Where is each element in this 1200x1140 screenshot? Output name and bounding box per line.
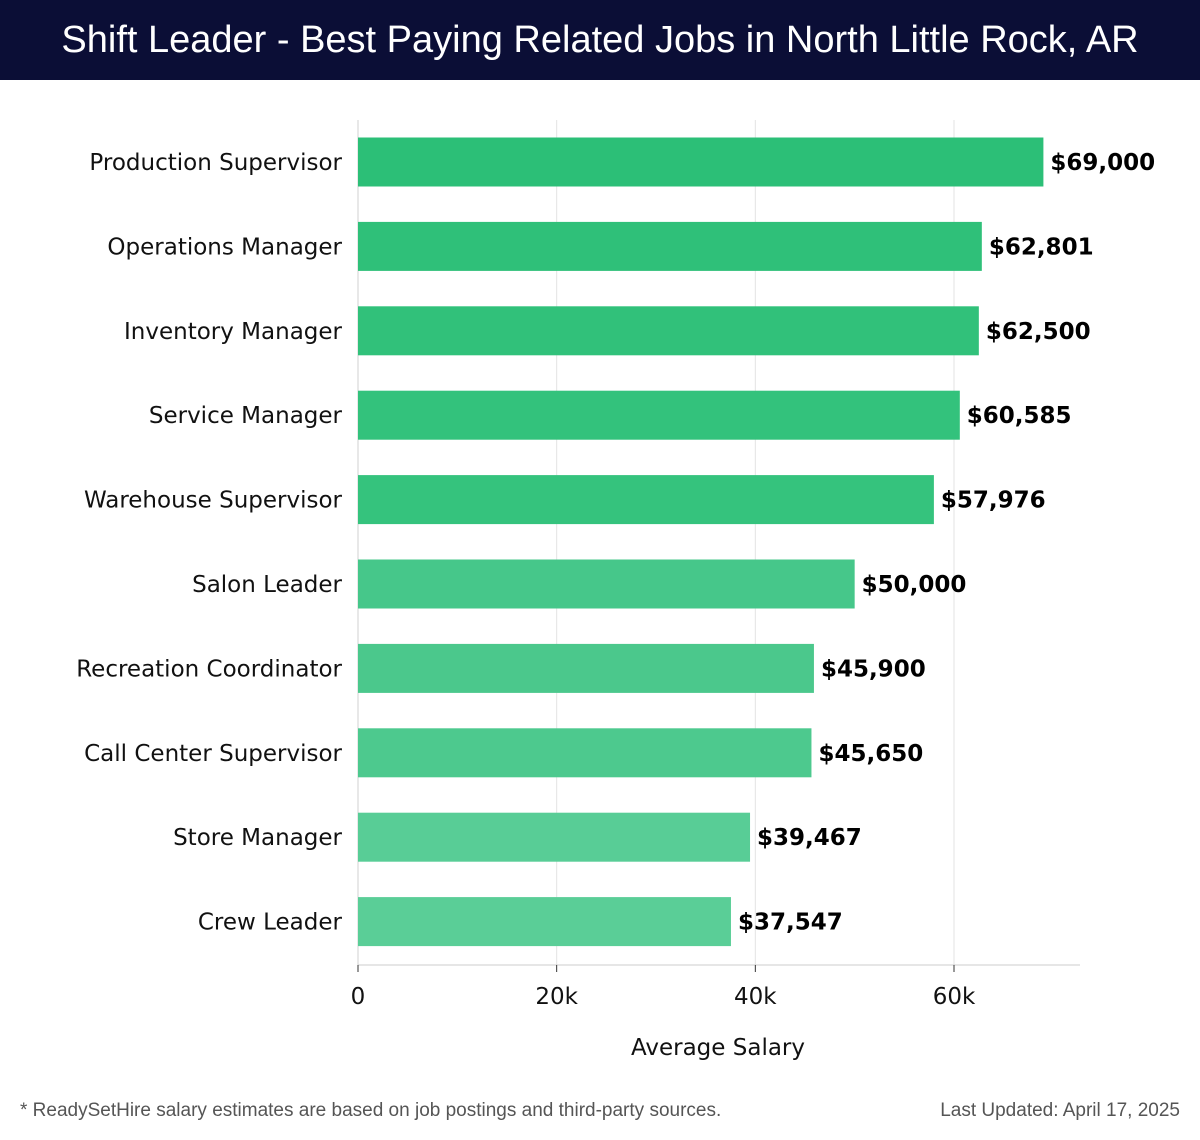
value-label: $57,976 — [941, 488, 1046, 514]
value-label: $45,650 — [818, 741, 923, 767]
value-label: $45,900 — [821, 656, 926, 682]
value-label: $60,585 — [967, 403, 1072, 429]
x-tick-label: 0 — [351, 984, 366, 1010]
chart-title: Shift Leader - Best Paying Related Jobs … — [61, 18, 1139, 61]
bar — [358, 643, 814, 693]
value-label: $62,801 — [989, 234, 1094, 260]
x-tick-label: 60k — [933, 984, 976, 1010]
bar — [358, 390, 960, 440]
category-labels: Production Supervisor Operations Manager I… — [76, 150, 342, 936]
value-label: $50,000 — [862, 572, 967, 598]
category-label: Inventory Manager — [124, 319, 343, 345]
bar — [358, 897, 731, 947]
bar — [358, 475, 934, 525]
bars — [358, 137, 1044, 947]
last-updated: Last Updated: April 17, 2025 — [940, 1100, 1180, 1121]
bar — [358, 137, 1044, 187]
category-label: Crew Leader — [198, 910, 343, 936]
bar — [358, 306, 979, 356]
x-axis-ticks: 0 20k 40k 60k — [351, 965, 976, 1010]
x-tick-label: 40k — [734, 984, 777, 1010]
bar — [358, 812, 751, 862]
x-tick-label: 20k — [535, 984, 578, 1010]
x-axis-label: Average Salary — [631, 1035, 805, 1061]
title-bar: Shift Leader - Best Paying Related Jobs … — [0, 0, 1200, 80]
bar-chart: Production Supervisor Operations Manager I… — [76, 120, 1155, 1061]
category-label: Recreation Coordinator — [76, 656, 342, 682]
bar — [358, 221, 982, 271]
bar — [358, 559, 855, 609]
value-label: $39,467 — [757, 825, 862, 851]
category-label: Salon Leader — [192, 572, 342, 598]
value-label: $37,547 — [738, 910, 843, 936]
bar — [358, 728, 812, 778]
value-labels: $69,000 $62,801 $62,500 $60,585 $57,976 $50,0… — [738, 150, 1155, 936]
footnote: * ReadySetHire salary estimates are base… — [20, 1100, 722, 1121]
category-label: Call Center Supervisor — [84, 741, 342, 767]
value-label: $62,500 — [986, 319, 1091, 345]
category-label: Operations Manager — [107, 234, 342, 260]
category-label: Store Manager — [173, 825, 342, 851]
category-label: Service Manager — [149, 403, 343, 429]
category-label: Warehouse Supervisor — [84, 488, 343, 514]
category-label: Production Supervisor — [89, 150, 342, 176]
value-label: $69,000 — [1050, 150, 1155, 176]
